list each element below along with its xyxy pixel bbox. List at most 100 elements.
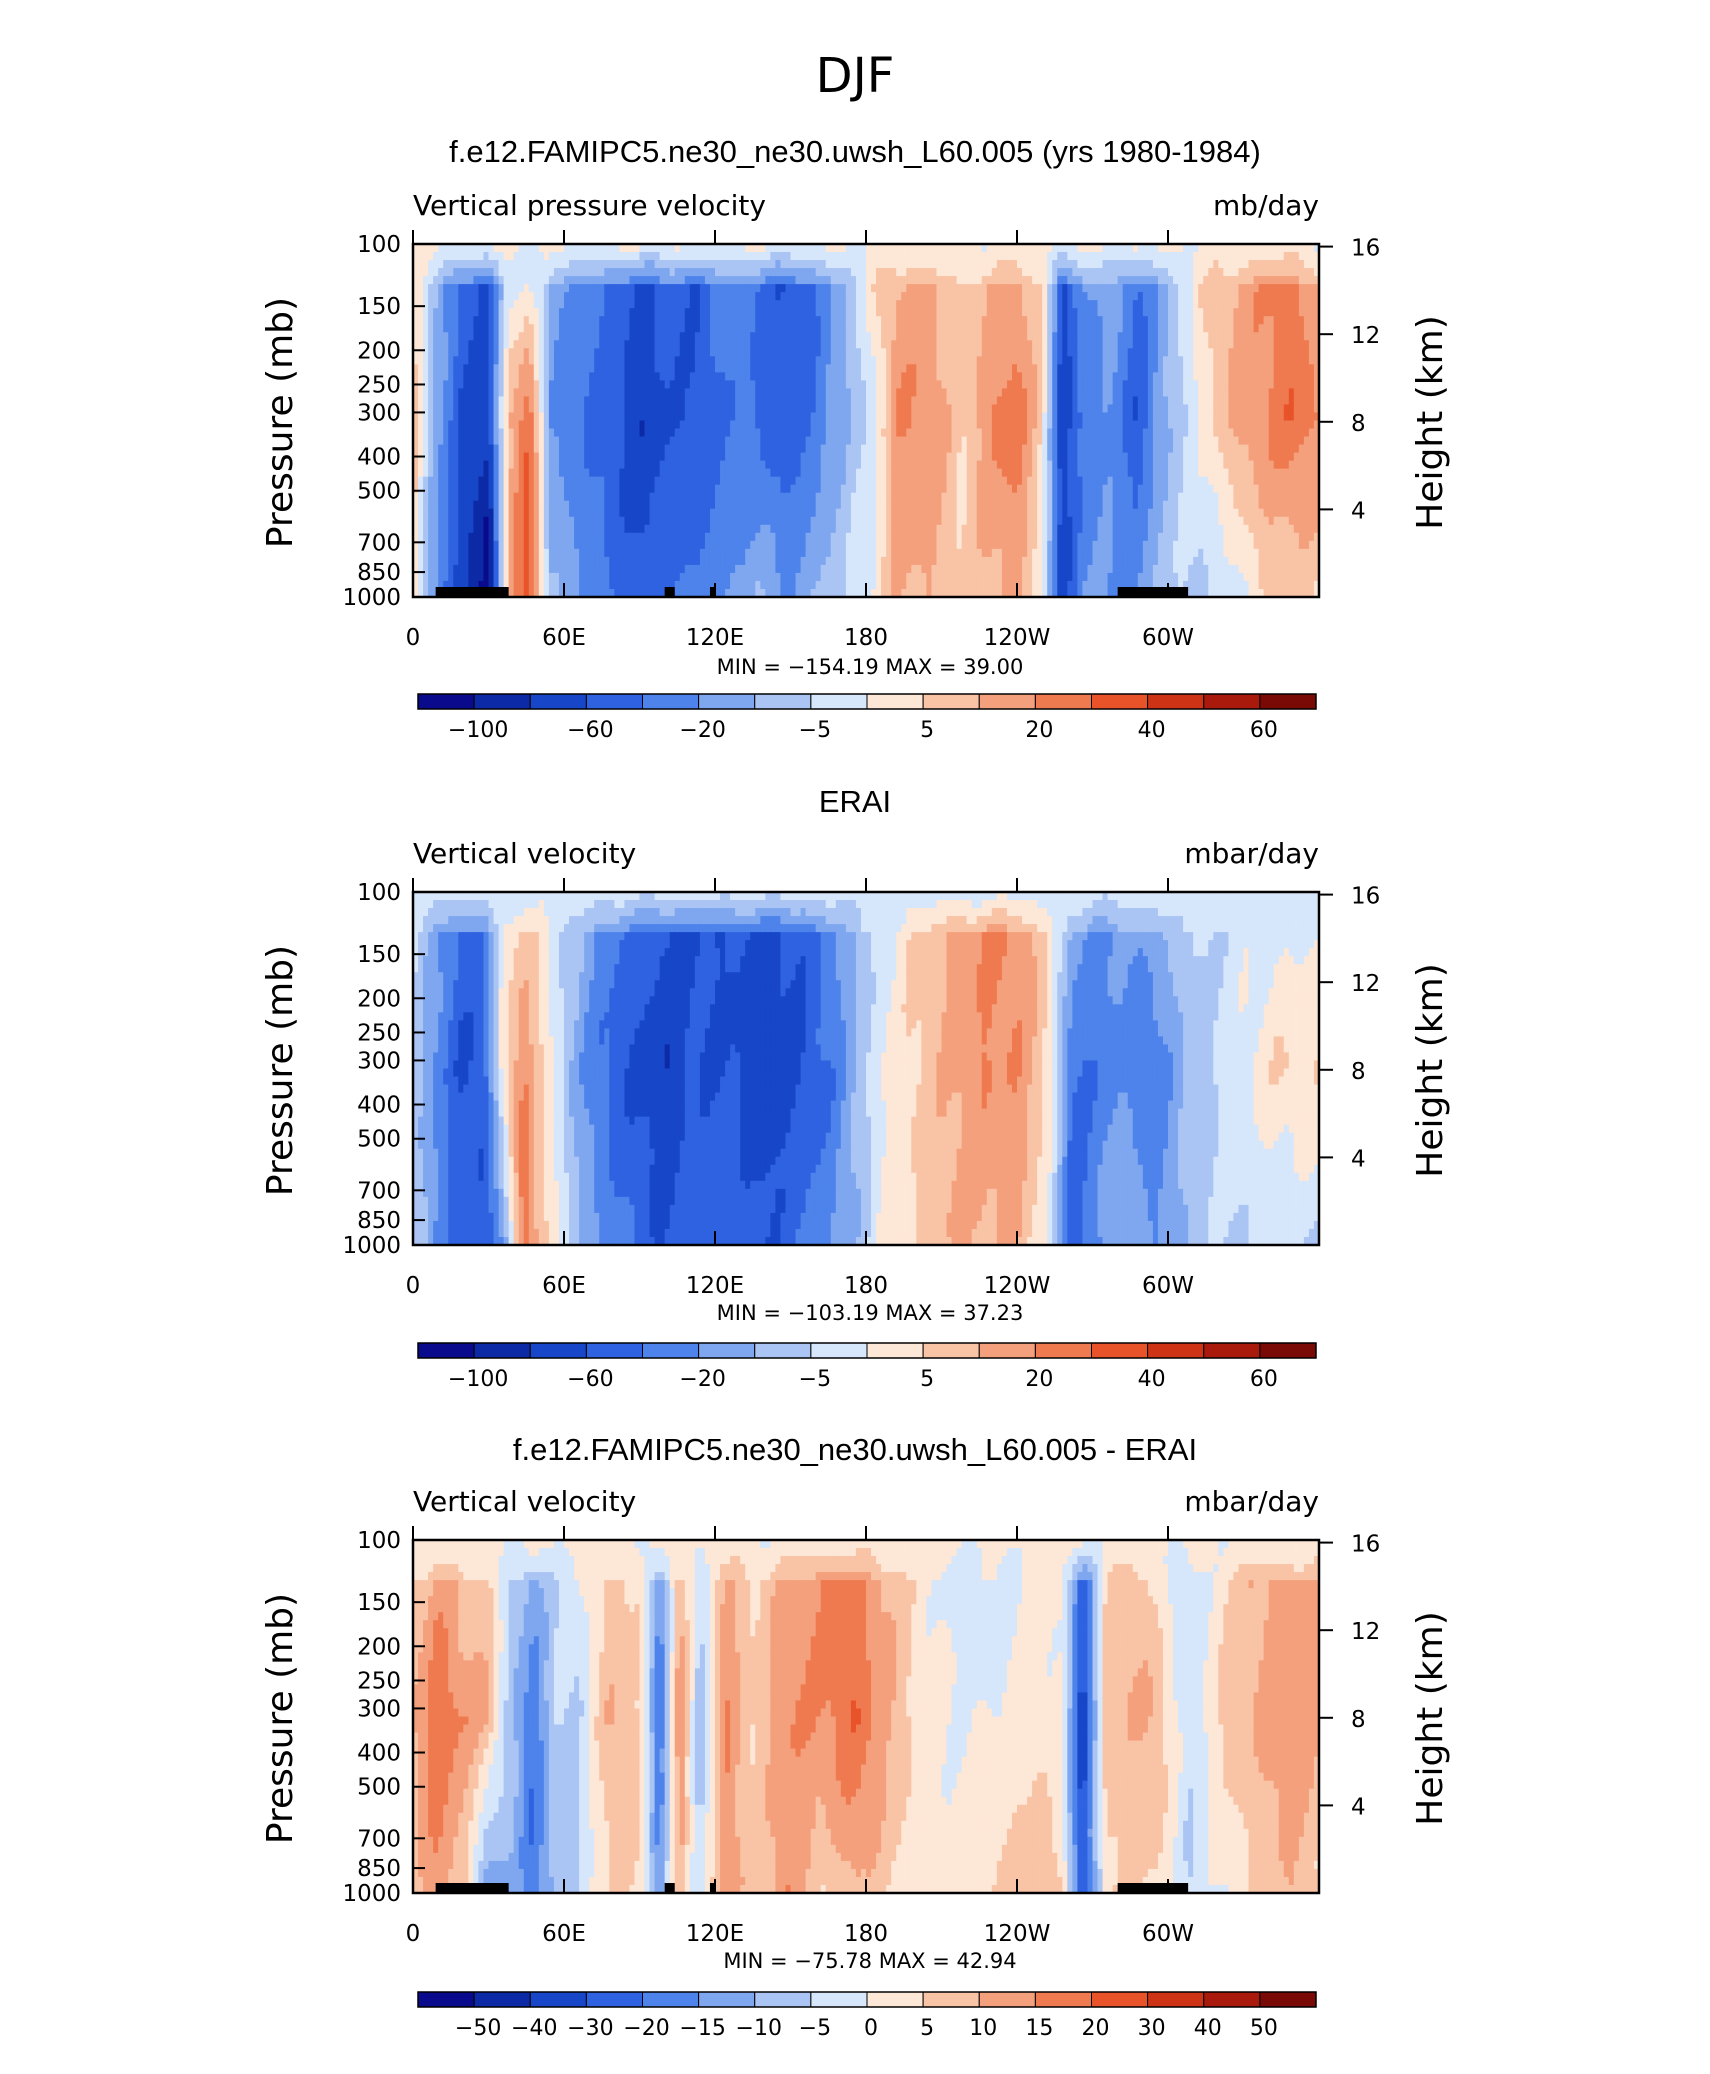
field-cell	[1098, 332, 1104, 341]
field-cell	[1002, 348, 1008, 357]
field-cell	[670, 445, 676, 454]
field-cell	[529, 244, 535, 253]
field-cell	[1289, 437, 1295, 446]
field-cell	[806, 461, 812, 470]
field-cell	[1238, 412, 1244, 421]
field-cell	[1284, 268, 1290, 277]
field-cell	[715, 332, 721, 341]
field-cell	[740, 445, 746, 454]
field-cell	[957, 356, 963, 365]
field-cell	[1254, 421, 1260, 430]
field-cell	[1047, 244, 1053, 253]
field-cell	[987, 348, 993, 357]
field-cell	[1052, 372, 1058, 381]
field-cell	[1103, 292, 1109, 301]
field-cell	[589, 340, 595, 349]
field-cell	[428, 308, 434, 317]
field-cell	[846, 260, 852, 269]
field-cell	[1279, 252, 1285, 261]
field-cell	[836, 364, 842, 373]
field-cell	[609, 268, 615, 277]
field-cell	[705, 356, 711, 365]
field-cell	[866, 316, 872, 325]
field-cell	[997, 268, 1003, 277]
field-cell	[1037, 404, 1043, 413]
field-cell	[453, 372, 459, 381]
field-cell	[624, 404, 630, 413]
field-cell	[655, 461, 661, 470]
field-cell	[1309, 396, 1315, 405]
field-cell	[720, 292, 726, 301]
field-cell	[614, 388, 620, 397]
field-cell	[1279, 284, 1285, 293]
field-cell	[1057, 421, 1063, 430]
field-cell	[871, 445, 877, 454]
field-cell	[821, 445, 827, 454]
field-cell	[765, 340, 771, 349]
field-cell	[1042, 388, 1048, 397]
field-cell	[695, 372, 701, 381]
field-cell	[1113, 453, 1119, 462]
field-cell	[1042, 396, 1048, 405]
field-cell	[554, 340, 560, 349]
field-cell	[1077, 260, 1083, 269]
field-cell	[735, 437, 741, 446]
field-cell	[579, 332, 585, 341]
field-cell	[1168, 244, 1174, 253]
field-cell	[891, 437, 897, 446]
field-cell	[1238, 324, 1244, 333]
field-cell	[1133, 308, 1139, 317]
field-cell	[1203, 404, 1209, 413]
field-cell	[816, 244, 822, 253]
field-cell	[428, 380, 434, 389]
field-cell	[1213, 332, 1219, 341]
field-cell	[1183, 292, 1189, 301]
field-cell	[1037, 348, 1043, 357]
field-cell	[1233, 380, 1239, 389]
field-cell	[1037, 252, 1043, 261]
field-cell	[604, 252, 610, 261]
field-cell	[1274, 453, 1280, 462]
field-cell	[901, 396, 907, 405]
field-cell	[549, 324, 555, 333]
field-cell	[700, 437, 706, 446]
field-cell	[519, 260, 525, 269]
field-cell	[539, 437, 545, 446]
field-cell	[962, 396, 968, 405]
field-cell	[418, 332, 424, 341]
field-cell	[770, 437, 776, 446]
field-cell	[1143, 388, 1149, 397]
field-cell	[564, 388, 570, 397]
field-cell	[423, 340, 429, 349]
field-cell	[539, 244, 545, 253]
field-cell	[660, 429, 666, 438]
field-cell	[670, 412, 676, 421]
field-cell	[609, 364, 615, 373]
field-cell	[1218, 284, 1224, 293]
field-cell	[1067, 284, 1073, 293]
field-cell	[1269, 292, 1275, 301]
field-cell	[473, 308, 479, 317]
field-cell	[443, 284, 449, 293]
field-cell	[987, 372, 993, 381]
field-cell	[1022, 356, 1028, 365]
field-cell	[675, 388, 681, 397]
field-cell	[846, 244, 852, 253]
field-cell	[926, 332, 932, 341]
field-cell	[881, 268, 887, 277]
field-cell	[690, 404, 696, 413]
field-cell	[655, 356, 661, 365]
field-cell	[886, 372, 892, 381]
field-cell	[1188, 364, 1194, 373]
field-cell	[947, 276, 953, 285]
field-cell	[559, 244, 565, 253]
field-cell	[670, 437, 676, 446]
field-cell	[604, 292, 610, 301]
field-cell	[1067, 316, 1073, 325]
field-cell	[650, 268, 656, 277]
field-cell	[1052, 453, 1058, 462]
field-cell	[1062, 356, 1068, 365]
field-cell	[1284, 340, 1290, 349]
field-cell	[504, 429, 510, 438]
field-cell	[1264, 429, 1270, 438]
